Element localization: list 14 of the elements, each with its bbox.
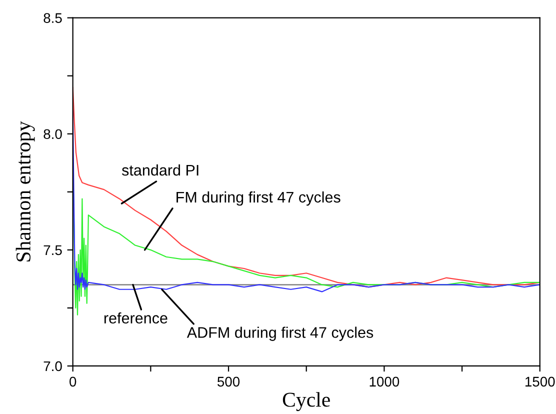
y-tick-label: 7.0 (44, 361, 62, 372)
x-tick-label: 500 (217, 376, 240, 387)
y-axis-title: Shannon entropy (16, 121, 35, 262)
x-axis-title: Cycle (282, 392, 330, 412)
ref-line-label: reference (104, 312, 168, 324)
x-tick-label: 1000 (370, 376, 400, 387)
y-tick-label: 7.5 (44, 245, 62, 256)
x-tick-label: 1500 (525, 376, 555, 387)
y-tick-label: 8.0 (44, 129, 62, 140)
x-tick-label: 0 (70, 376, 76, 387)
annotation: FM during first 47 cycles (176, 191, 340, 206)
y-tick-label: 8.5 (44, 13, 62, 23)
annotation: standard PI (122, 164, 198, 176)
annotation: ADFM during first 47 cycles (186, 326, 374, 341)
